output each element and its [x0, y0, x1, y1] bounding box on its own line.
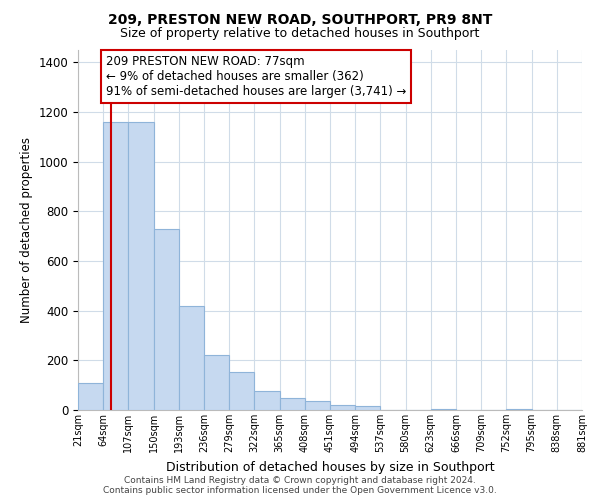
- Bar: [229, 372, 254, 410]
- Bar: [254, 392, 280, 410]
- Bar: [355, 406, 380, 410]
- Text: Contains HM Land Registry data © Crown copyright and database right 2024.
Contai: Contains HM Land Registry data © Crown c…: [103, 476, 497, 495]
- Bar: [330, 405, 355, 410]
- Text: 209 PRESTON NEW ROAD: 77sqm
← 9% of detached houses are smaller (362)
91% of sem: 209 PRESTON NEW ROAD: 77sqm ← 9% of deta…: [106, 55, 406, 98]
- Text: Size of property relative to detached houses in Southport: Size of property relative to detached ho…: [121, 28, 479, 40]
- Bar: [204, 356, 229, 410]
- Y-axis label: Number of detached properties: Number of detached properties: [20, 137, 33, 323]
- Bar: [154, 229, 179, 410]
- Bar: [305, 400, 330, 410]
- Bar: [103, 122, 128, 410]
- Bar: [128, 122, 154, 410]
- X-axis label: Distribution of detached houses by size in Southport: Distribution of detached houses by size …: [166, 460, 494, 473]
- Bar: [280, 398, 305, 410]
- Bar: [179, 306, 204, 410]
- Bar: [78, 384, 103, 410]
- Text: 209, PRESTON NEW ROAD, SOUTHPORT, PR9 8NT: 209, PRESTON NEW ROAD, SOUTHPORT, PR9 8N…: [108, 12, 492, 26]
- Bar: [431, 409, 456, 410]
